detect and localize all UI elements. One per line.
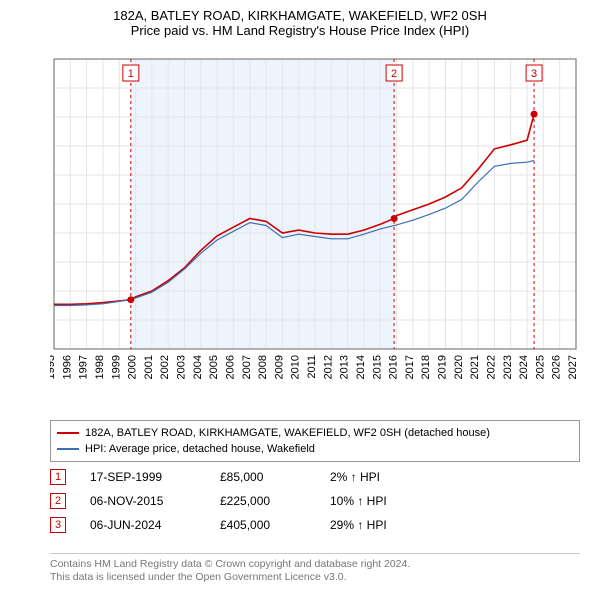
svg-text:2014: 2014 (355, 355, 367, 379)
svg-text:2003: 2003 (176, 355, 188, 379)
event-row: 3 06-JUN-2024 £405,000 29% ↑ HPI (50, 513, 580, 537)
legend-label-hpi: HPI: Average price, detached house, Wake… (85, 441, 315, 457)
event-pct: 29% ↑ HPI (330, 518, 470, 532)
event-price: £405,000 (220, 518, 330, 532)
legend-label-property: 182A, BATLEY ROAD, KIRKHAMGATE, WAKEFIEL… (85, 425, 490, 441)
svg-text:2012: 2012 (322, 355, 334, 379)
svg-text:2027: 2027 (567, 355, 579, 379)
event-marker-1: 1 (50, 469, 66, 485)
svg-text:1999: 1999 (110, 355, 122, 379)
svg-text:2016: 2016 (388, 355, 400, 379)
svg-text:2017: 2017 (404, 355, 416, 379)
svg-text:2000: 2000 (127, 355, 139, 379)
svg-text:2018: 2018 (420, 355, 432, 379)
events-table: 1 17-SEP-1999 £85,000 2% ↑ HPI 2 06-NOV-… (50, 465, 580, 537)
event-row: 1 17-SEP-1999 £85,000 2% ↑ HPI (50, 465, 580, 489)
svg-text:2: 2 (391, 68, 397, 80)
svg-text:2010: 2010 (290, 355, 302, 379)
svg-text:1: 1 (128, 68, 134, 80)
svg-text:2011: 2011 (306, 355, 318, 379)
svg-text:2002: 2002 (159, 355, 171, 379)
legend-swatch-hpi (57, 448, 79, 450)
title-line2: Price paid vs. HM Land Registry's House … (0, 23, 600, 38)
event-row: 2 06-NOV-2015 £225,000 10% ↑ HPI (50, 489, 580, 513)
svg-text:2004: 2004 (192, 355, 204, 379)
svg-text:1998: 1998 (94, 355, 106, 379)
svg-text:2008: 2008 (257, 355, 269, 379)
svg-text:2007: 2007 (241, 355, 253, 379)
footer-line2: This data is licensed under the Open Gov… (50, 571, 580, 584)
svg-text:2001: 2001 (143, 355, 155, 379)
event-date: 06-JUN-2024 (90, 518, 220, 532)
legend-row-property: 182A, BATLEY ROAD, KIRKHAMGATE, WAKEFIEL… (57, 425, 573, 441)
svg-text:2020: 2020 (453, 355, 465, 379)
footer-line1: Contains HM Land Registry data © Crown c… (50, 558, 580, 571)
event-marker-3: 3 (50, 517, 66, 533)
svg-text:2006: 2006 (224, 355, 236, 379)
svg-text:2005: 2005 (208, 355, 220, 379)
svg-text:2021: 2021 (469, 355, 481, 379)
svg-text:1995: 1995 (50, 355, 57, 379)
event-price: £225,000 (220, 494, 330, 508)
svg-text:2023: 2023 (502, 355, 514, 379)
svg-text:2025: 2025 (534, 355, 546, 379)
title-line1: 182A, BATLEY ROAD, KIRKHAMGATE, WAKEFIEL… (0, 8, 600, 23)
chart-title-block: 182A, BATLEY ROAD, KIRKHAMGATE, WAKEFIEL… (0, 0, 600, 42)
event-pct: 2% ↑ HPI (330, 470, 470, 484)
chart-area: £0£50K£100K£150K£200K£250K£300K£350K£400… (50, 55, 580, 385)
legend-swatch-property (57, 432, 79, 434)
svg-text:1996: 1996 (61, 355, 73, 379)
event-date: 06-NOV-2015 (90, 494, 220, 508)
svg-text:2009: 2009 (273, 355, 285, 379)
event-marker-2: 2 (50, 493, 66, 509)
svg-text:2024: 2024 (518, 355, 530, 379)
event-price: £85,000 (220, 470, 330, 484)
svg-text:2015: 2015 (371, 355, 383, 379)
svg-text:2026: 2026 (551, 355, 563, 379)
svg-text:1997: 1997 (78, 355, 90, 379)
event-date: 17-SEP-1999 (90, 470, 220, 484)
svg-text:3: 3 (531, 68, 537, 80)
svg-text:2022: 2022 (485, 355, 497, 379)
line-chart: £0£50K£100K£150K£200K£250K£300K£350K£400… (50, 55, 580, 385)
legend: 182A, BATLEY ROAD, KIRKHAMGATE, WAKEFIEL… (50, 420, 580, 462)
svg-text:2013: 2013 (339, 355, 351, 379)
event-pct: 10% ↑ HPI (330, 494, 470, 508)
svg-text:2019: 2019 (437, 355, 449, 379)
footer: Contains HM Land Registry data © Crown c… (50, 553, 580, 584)
legend-row-hpi: HPI: Average price, detached house, Wake… (57, 441, 573, 457)
